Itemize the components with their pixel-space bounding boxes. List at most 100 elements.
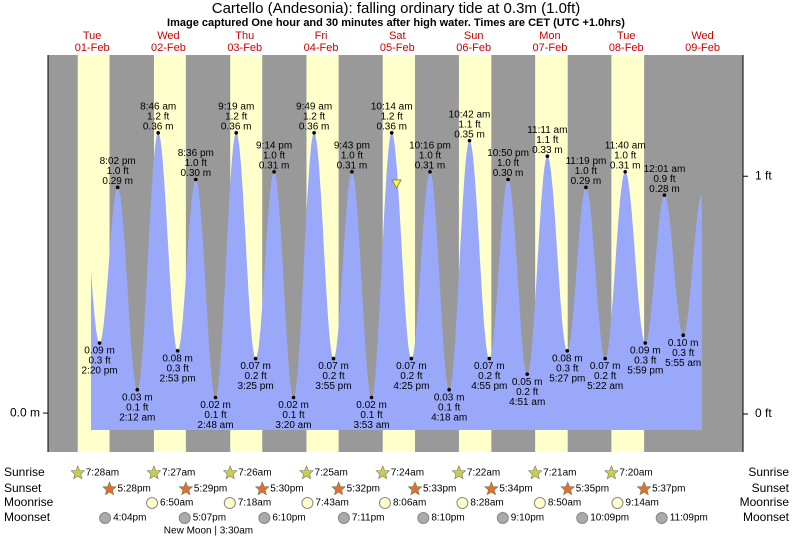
tide-label: 0.07 m [474,361,505,372]
tide-label: 0.1 ft [360,410,382,421]
moonrise-icon [301,497,314,509]
sunrise-icon [299,465,314,480]
weekday-label: Wed [691,30,713,42]
tide-label: 2:20 pm [81,366,117,377]
moonset-icon [417,512,430,524]
row-label: Moonrise [740,495,790,509]
sunrise-label: 7:24am [391,468,424,479]
tide-label: 0.2 ft [516,387,538,398]
chart-title: Cartello (Andesonia): falling ordinary t… [212,0,581,17]
tide-label: 0.10 m [668,338,699,349]
tide-label: 5:55 am [665,358,701,369]
row-label: Sunset [752,481,790,495]
moonrise-label: 9:14am [625,498,658,509]
weekday-label: Sun [464,30,484,42]
moonset-icon [655,512,668,524]
tide-label: 0.36 m [221,121,252,132]
date-label: 02-Feb [151,42,186,54]
moonset-label: 5:07pm [193,513,226,524]
tide-label: 1.2 ft [225,111,247,122]
moonset-icon [178,512,191,524]
date-label: 07-Feb [533,42,568,54]
tide-label: 0.07 m [318,361,349,372]
moonset-icon [337,512,350,524]
weekday-label: Tue [83,30,102,42]
tide-label: 4:25 pm [393,381,429,392]
moonset-icon [99,512,112,524]
tide-label: 2:48 am [197,420,233,431]
date-label: 04-Feb [304,42,339,54]
moonset-label: 4:04pm [113,513,146,524]
row-label: Moonset [743,510,790,524]
tide-label: 0.07 m [590,361,621,372]
tide-label: 1.0 ft [419,150,441,161]
tide-label: 11:19 pm [565,156,606,167]
row-label: Sunset [4,481,42,495]
tide-label: 0.30 m [493,168,524,179]
tide-label: 0.1 ft [126,402,148,413]
tide-label: 0.08 m [552,353,583,364]
sunset-label: 5:35pm [576,484,609,495]
tide-label: 0.03 m [434,392,465,403]
tide-label: 0.31 m [610,160,641,171]
sunrise-icon [70,465,86,480]
tide-label: 9:43 pm [334,140,370,151]
moonset-label: 8:10pm [431,513,464,524]
sunrise-icon [604,465,619,480]
tide-label: 4:51 am [509,397,545,408]
tide-label: 10:50 pm [487,148,529,159]
sunrise-label: 7:27am [162,468,195,479]
moonrise-icon [456,497,469,509]
tide-label: 0.2 ft [322,371,344,382]
high-tide-point [545,154,550,158]
tide-label: 0.36 m [376,121,407,132]
tide-label: 0.29 m [102,176,133,187]
low-tide-point [409,356,414,361]
sunset-icon [636,481,652,496]
tide-label: 8:36 pm [178,148,214,159]
high-tide-point [234,131,239,135]
tide-label: 1.0 ft [263,150,285,161]
low-tide-point [175,349,180,353]
tide-label: 12:01 am [644,164,686,175]
tide-label: 0.09 m [630,346,661,357]
tide-label: 10:16 pm [409,140,451,151]
tide-label: 0.31 m [415,160,446,171]
weekday-label: Wed [157,30,179,42]
tide-label: 9:49 am [296,101,332,112]
tide-label: 9:19 am [218,101,254,112]
low-tide-point [447,387,451,392]
weekday-label: Sat [389,30,406,42]
date-label: 01-Feb [75,42,110,54]
tide-label: 0.02 m [200,400,231,411]
sunset-label: 5:29pm [194,484,227,495]
tide-label: 1.0 ft [497,158,519,169]
low-tide-point [213,395,218,400]
moonset-label: 11:09pm [670,513,708,524]
tide-area [91,132,702,431]
low-tide-point [291,395,296,400]
tide-label: 5:22 am [587,381,623,392]
tide-label: 2:12 am [119,412,155,423]
tide-label: 3:53 am [353,420,389,431]
tide-label: 0.03 m [122,392,153,403]
low-tide-point [253,356,258,361]
sunrise-label: 7:28am [86,468,119,479]
moonset-icon [258,512,271,524]
high-tide-point [584,185,588,190]
low-tide-point [681,333,686,338]
tide-label: 0.05 m [512,377,543,388]
moonrise-icon [533,497,546,509]
tide-label: 0.1 ft [204,410,226,421]
high-tide-point [350,169,354,174]
tide-label: 0.2 ft [400,371,422,382]
tide-label: 1.0 ft [614,150,636,161]
tide-label: 0.1 ft [438,402,460,413]
high-tide-point [623,169,627,174]
tide-label: 0.2 ft [478,371,500,382]
sunset-icon [102,481,117,496]
y-tick-label: 0.0 m [10,405,40,419]
low-tide-point [525,372,530,376]
sunset-icon [178,481,194,496]
